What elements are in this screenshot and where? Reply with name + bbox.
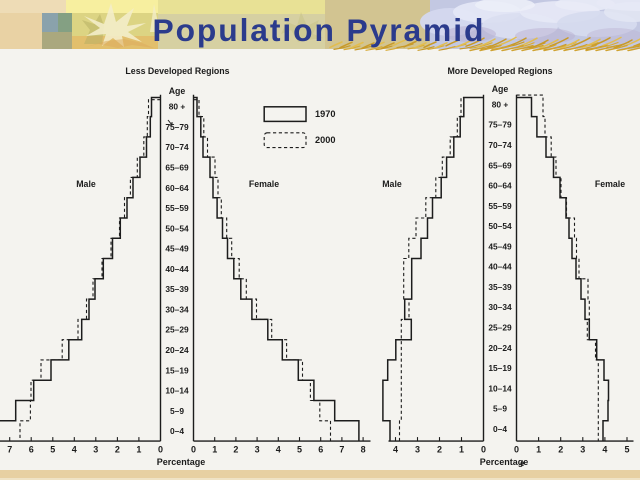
svg-text:45–49: 45–49 xyxy=(165,244,189,254)
svg-text:75–79: 75–79 xyxy=(488,120,512,130)
svg-text:10–14: 10–14 xyxy=(165,386,189,396)
svg-text:Age: Age xyxy=(492,84,509,94)
svg-text:8: 8 xyxy=(361,445,366,455)
svg-text:35–39: 35–39 xyxy=(488,282,512,292)
svg-text:4: 4 xyxy=(393,445,398,455)
svg-text:7: 7 xyxy=(339,445,344,455)
svg-text:Percentage: Percentage xyxy=(480,457,529,467)
svg-text:30–34: 30–34 xyxy=(488,302,512,312)
svg-text:1: 1 xyxy=(136,445,141,455)
svg-text:3: 3 xyxy=(580,445,585,455)
svg-text:20–24: 20–24 xyxy=(165,345,189,355)
svg-text:15–19: 15–19 xyxy=(165,365,189,375)
svg-text:3: 3 xyxy=(93,445,98,455)
svg-text:55–59: 55–59 xyxy=(488,201,512,211)
svg-text:2: 2 xyxy=(233,445,238,455)
svg-text:2000: 2000 xyxy=(315,135,335,145)
svg-text:4: 4 xyxy=(72,445,77,455)
svg-text:70–74: 70–74 xyxy=(488,140,512,150)
svg-text:1: 1 xyxy=(212,445,217,455)
svg-text:35–39: 35–39 xyxy=(165,284,189,294)
svg-text:2: 2 xyxy=(558,445,563,455)
svg-text:65–69: 65–69 xyxy=(165,163,189,173)
svg-text:Less Developed Regions: Less Developed Regions xyxy=(125,66,229,76)
svg-text:More Developed Regions: More Developed Regions xyxy=(447,66,552,76)
svg-text:45–49: 45–49 xyxy=(488,241,512,251)
svg-text:0: 0 xyxy=(481,445,486,455)
svg-text:40–44: 40–44 xyxy=(165,264,189,274)
svg-text:25–29: 25–29 xyxy=(165,325,189,335)
svg-text:55–59: 55–59 xyxy=(165,203,189,213)
svg-text:5: 5 xyxy=(50,445,55,455)
svg-text:Male: Male xyxy=(382,179,402,189)
svg-text:20–24: 20–24 xyxy=(488,343,512,353)
svg-text:e: e xyxy=(520,459,525,468)
svg-text:Population Pyramid: Population Pyramid xyxy=(153,12,486,48)
svg-text:Percentage: Percentage xyxy=(157,457,206,467)
svg-text:4: 4 xyxy=(602,445,607,455)
svg-text:7: 7 xyxy=(7,445,12,455)
svg-text:65–69: 65–69 xyxy=(488,160,512,170)
svg-text:5–9: 5–9 xyxy=(170,406,184,416)
svg-text:75–79: 75–79 xyxy=(165,122,189,132)
svg-text:50–54: 50–54 xyxy=(165,223,189,233)
svg-text:0: 0 xyxy=(514,445,519,455)
svg-text:80 +: 80 + xyxy=(169,102,186,112)
svg-text:70–74: 70–74 xyxy=(165,142,189,152)
svg-text:10–14: 10–14 xyxy=(488,383,512,393)
svg-text:1: 1 xyxy=(536,445,541,455)
svg-text:40–44: 40–44 xyxy=(488,262,512,272)
svg-text:60–64: 60–64 xyxy=(488,181,512,191)
svg-text:0: 0 xyxy=(191,445,196,455)
svg-text:60–64: 60–64 xyxy=(165,183,189,193)
svg-text:5–9: 5–9 xyxy=(493,404,507,414)
svg-text:30–34: 30–34 xyxy=(165,304,189,314)
svg-text:6: 6 xyxy=(29,445,34,455)
svg-text:0: 0 xyxy=(158,445,163,455)
svg-text:5: 5 xyxy=(624,445,629,455)
svg-text:4: 4 xyxy=(276,445,281,455)
svg-text:0–4: 0–4 xyxy=(493,424,507,434)
svg-text:5: 5 xyxy=(297,445,302,455)
svg-text:Female: Female xyxy=(249,179,279,189)
svg-text:0–4: 0–4 xyxy=(170,426,184,436)
svg-text:Age: Age xyxy=(169,86,186,96)
svg-text:1970: 1970 xyxy=(315,109,335,119)
svg-text:80 +: 80 + xyxy=(492,99,509,109)
svg-text:50–54: 50–54 xyxy=(488,221,512,231)
svg-text:2: 2 xyxy=(437,445,442,455)
svg-text:3: 3 xyxy=(415,445,420,455)
svg-text:Male: Male xyxy=(76,179,96,189)
svg-text:15–19: 15–19 xyxy=(488,363,512,373)
svg-text:2: 2 xyxy=(115,445,120,455)
svg-text:6: 6 xyxy=(318,445,323,455)
svg-text:3: 3 xyxy=(255,445,260,455)
svg-text:25–29: 25–29 xyxy=(488,323,512,333)
svg-text:1: 1 xyxy=(459,445,464,455)
svg-text:Female: Female xyxy=(595,179,625,189)
